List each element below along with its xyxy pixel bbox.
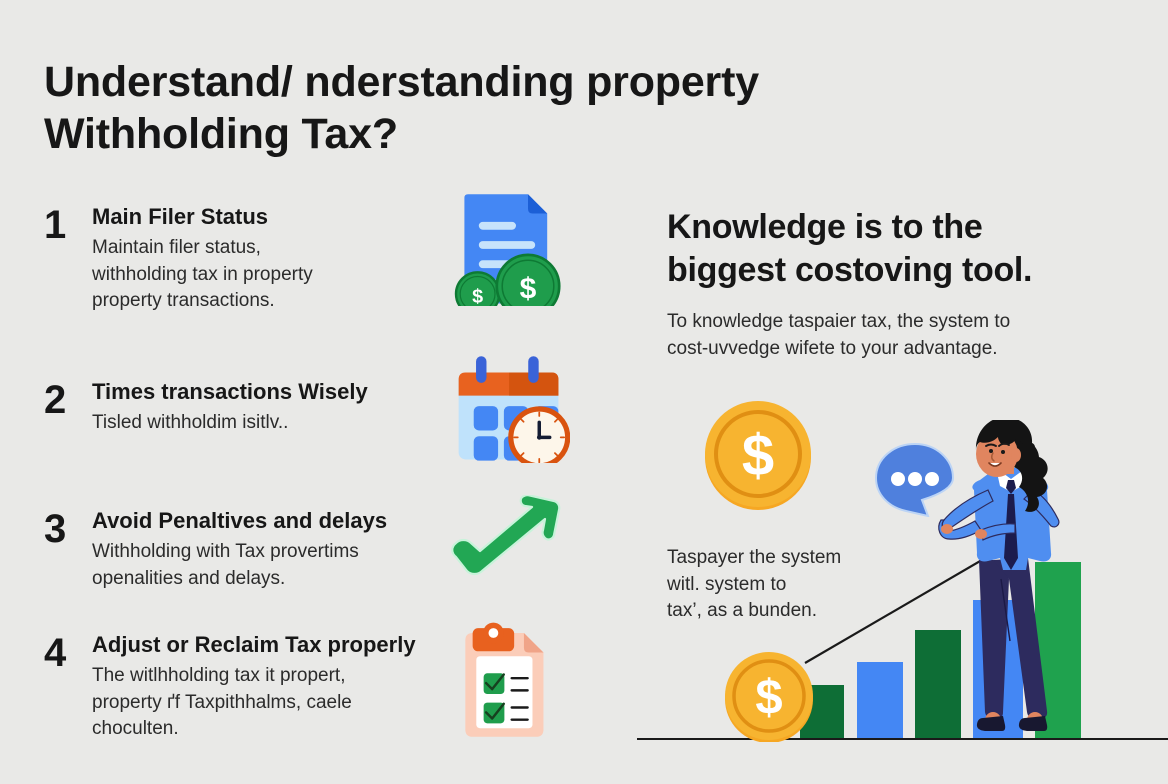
svg-text:$: $ xyxy=(755,671,782,725)
svg-text:$: $ xyxy=(742,423,774,488)
